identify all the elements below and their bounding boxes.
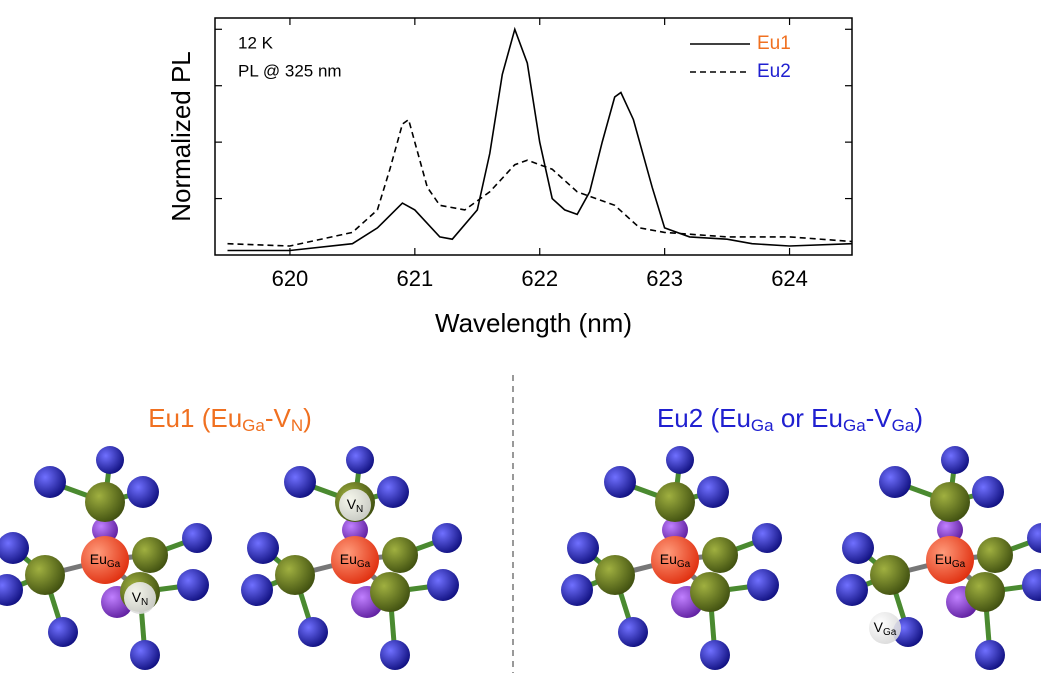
ga-atom: [595, 555, 635, 595]
n-atom: [836, 574, 868, 606]
atom-cluster: EuGa: [561, 446, 782, 670]
n-atom: [975, 640, 1005, 670]
n-atom: [127, 476, 159, 508]
atom-symbol: Eu: [660, 551, 677, 567]
ga-atom: [965, 572, 1005, 612]
title-part: ): [914, 403, 923, 433]
title-part: Eu1 (Eu: [148, 403, 242, 433]
ga-atom: [370, 572, 410, 612]
n-atom: [247, 532, 279, 564]
ga-atom: [382, 537, 418, 573]
figure: 620 621 622 623 624 Wavelength (nm) Normalized…: [0, 0, 1041, 673]
ga-atom: [702, 537, 738, 573]
ga-atom: [275, 555, 315, 595]
atom-subscript: Ga: [107, 559, 121, 570]
x-axis-label: Wavelength (nm): [435, 308, 632, 338]
n-atom: [96, 446, 124, 474]
title-part: ): [303, 403, 312, 433]
atom-symbol: Eu: [340, 551, 357, 567]
n-atom: [561, 574, 593, 606]
atom-symbol: Eu: [935, 551, 952, 567]
ga-atom: [655, 482, 695, 522]
x-tick-label: 623: [646, 266, 683, 291]
n-atom: [1022, 569, 1041, 601]
subscript: Ga: [892, 416, 915, 435]
n-atom: [604, 466, 636, 498]
ga-atom: [977, 537, 1013, 573]
atom-subscript: Ga: [883, 627, 897, 638]
legend-label: Eu2: [757, 61, 791, 82]
ga-atom: [132, 537, 168, 573]
n-atom: [432, 523, 462, 553]
subscript: Ga: [843, 416, 866, 435]
n-atom: [747, 569, 779, 601]
n-atom: [0, 574, 23, 606]
ga-atom: [690, 572, 730, 612]
n-atom: [427, 569, 459, 601]
n-atom: [177, 569, 209, 601]
n-atom: [618, 617, 648, 647]
atom-subscript: N: [141, 597, 148, 608]
n-atom: [752, 523, 782, 553]
n-atom: [241, 574, 273, 606]
annotation: 12 K: [238, 33, 274, 52]
n-atom: [182, 523, 212, 553]
subscript: Ga: [242, 416, 265, 435]
y-axis-label: Normalized PL: [166, 51, 196, 222]
n-atom: [697, 476, 729, 508]
subscript: N: [291, 416, 303, 435]
n-atom: [34, 466, 66, 498]
n-atom: [346, 446, 374, 474]
atom-subscript: Ga: [357, 559, 371, 570]
x-tick-label: 620: [272, 266, 309, 291]
ga-atom: [25, 555, 65, 595]
n-atom: [284, 466, 316, 498]
diagram-title: Eu1 (EuGa-VN): [148, 403, 312, 436]
title-part: -V: [866, 403, 893, 433]
n-atom: [842, 532, 874, 564]
ga-atom: [930, 482, 970, 522]
x-tick-label: 624: [771, 266, 808, 291]
n-atom: [567, 532, 599, 564]
annotation: PL @ 325 nm: [238, 61, 342, 80]
ga-atom: [870, 555, 910, 595]
n-atom: [380, 640, 410, 670]
x-tick-label: 621: [396, 266, 433, 291]
atom-subscript: N: [356, 504, 363, 515]
n-atom: [666, 446, 694, 474]
n-atom: [941, 446, 969, 474]
n-atom: [377, 476, 409, 508]
x-tick-label: 622: [521, 266, 558, 291]
legend-label: Eu1: [757, 33, 791, 54]
n-atom: [1027, 523, 1041, 553]
n-atom: [48, 617, 78, 647]
title-part: Eu2 (Eu: [657, 403, 751, 433]
n-atom: [700, 640, 730, 670]
n-atom: [298, 617, 328, 647]
title-part: -V: [265, 403, 292, 433]
n-atom: [972, 476, 1004, 508]
atom-symbol: Eu: [90, 551, 107, 567]
ga-atom: [85, 482, 125, 522]
diagram-title: Eu2 (EuGa or EuGa-VGa): [657, 403, 923, 436]
title-part: or Eu: [774, 403, 843, 433]
n-atom: [879, 466, 911, 498]
atom-subscript: Ga: [677, 559, 691, 570]
n-atom: [130, 640, 160, 670]
subscript: Ga: [751, 416, 774, 435]
atom-subscript: Ga: [952, 559, 966, 570]
